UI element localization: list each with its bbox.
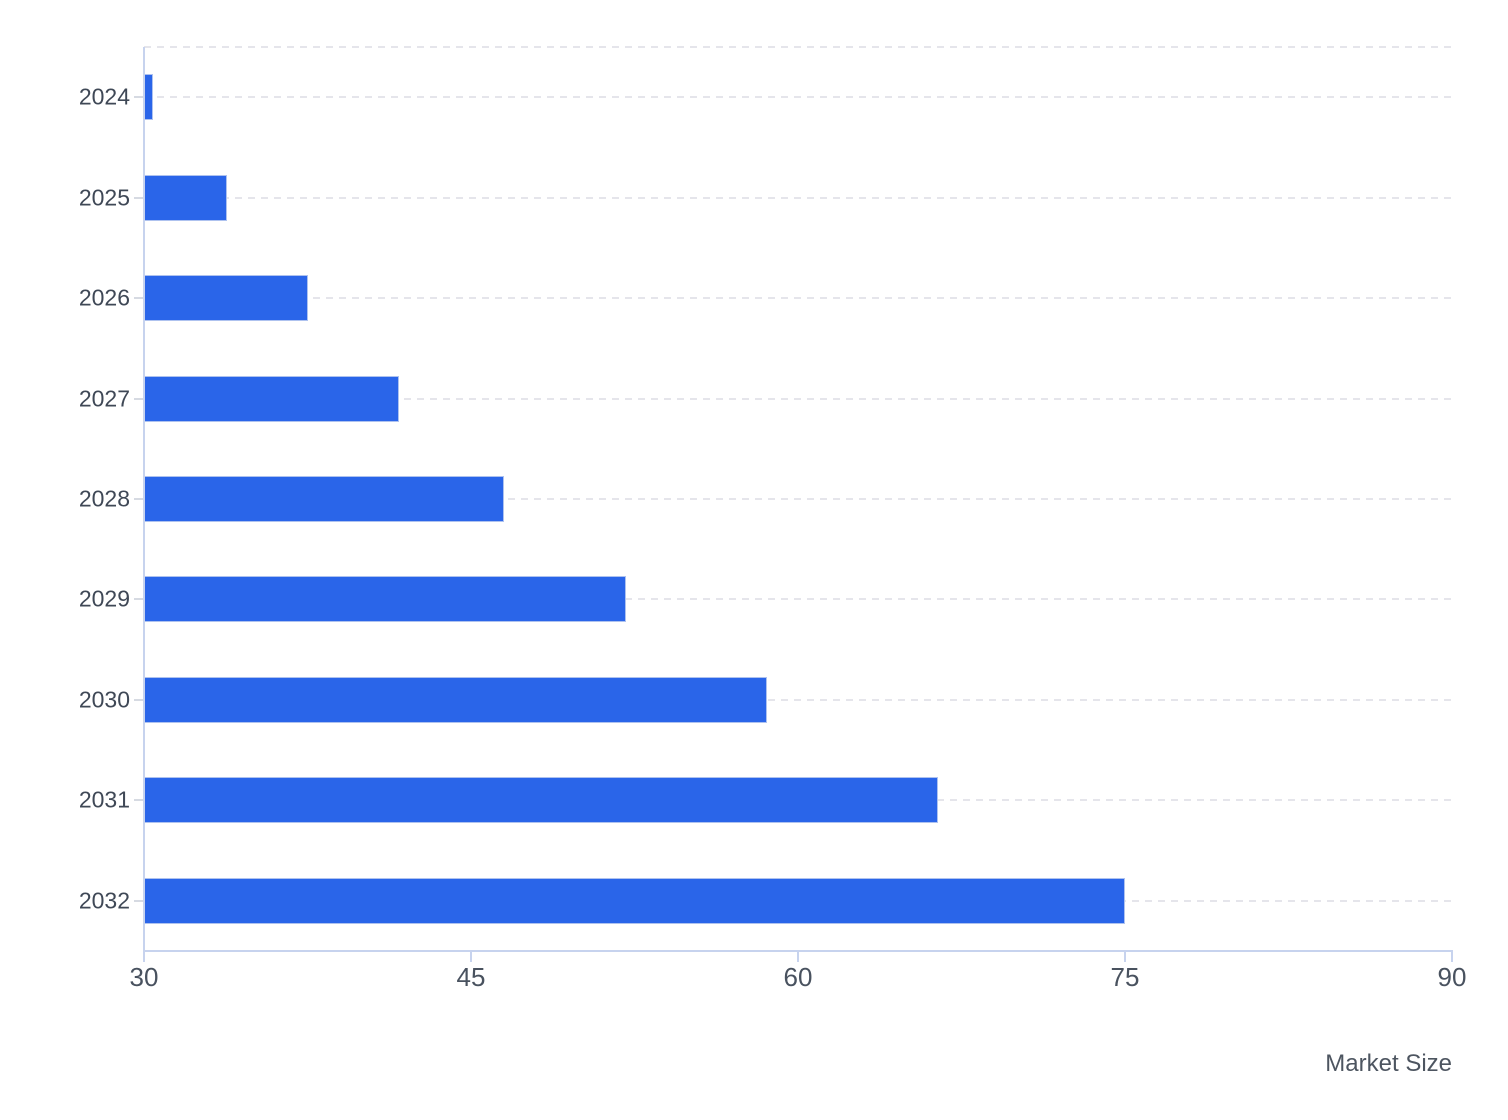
x-axis-tick [1124, 951, 1126, 962]
bar-2025 [144, 174, 227, 221]
gridline-row [144, 297, 1452, 300]
gridline-row [144, 498, 1452, 500]
y-axis-category-label: 2025 [78, 184, 130, 211]
y-axis-category-label: 2027 [78, 385, 130, 412]
bar-2026 [144, 275, 308, 322]
y-axis-tick [134, 799, 144, 802]
y-axis-tick [134, 498, 144, 500]
y-axis-tick [134, 397, 144, 400]
y-axis-tick [134, 598, 144, 601]
x-axis-tick-label: 30 [129, 962, 159, 992]
x-axis-tick [797, 951, 799, 962]
bar-2024 [144, 74, 153, 121]
y-axis-category-label: 2032 [78, 887, 130, 914]
y-axis-category-label: 2024 [78, 83, 130, 110]
gridline-row [144, 96, 1452, 99]
gridline-row [144, 598, 1452, 601]
bar-2028 [144, 476, 504, 522]
gridline-top [144, 46, 1452, 48]
bar-2029 [144, 576, 626, 623]
x-axis-title: Market Size [1325, 1050, 1452, 1077]
x-axis-tick-label: 75 [1110, 962, 1140, 992]
gridline-row [144, 698, 1452, 701]
bar-2027 [144, 375, 400, 422]
y-axis-tick [134, 297, 144, 300]
x-axis-tick-label: 90 [1437, 962, 1467, 992]
y-axis-category-label: 2030 [78, 686, 130, 713]
y-axis-tick [134, 196, 144, 199]
x-axis-tick [1451, 951, 1453, 962]
y-axis-tick [134, 698, 144, 701]
y-axis-tick [134, 96, 144, 99]
y-axis-tick [134, 899, 144, 902]
y-axis-category-label: 2026 [78, 284, 130, 311]
x-axis-tick-label: 45 [456, 962, 486, 992]
bar-2032 [144, 877, 1125, 924]
x-axis-tick-label: 60 [783, 962, 813, 992]
y-axis-category-label: 2031 [78, 786, 130, 813]
y-axis-category-label: 2029 [78, 585, 130, 612]
gridline-row [144, 397, 1452, 400]
gridline-row [144, 196, 1452, 199]
y-axis-category-label: 2028 [78, 485, 130, 512]
bar-2031 [144, 777, 938, 824]
y-axis-line [143, 47, 145, 951]
bar-2030 [144, 676, 768, 723]
x-axis-tick [470, 951, 472, 962]
x-axis-tick [143, 951, 145, 962]
